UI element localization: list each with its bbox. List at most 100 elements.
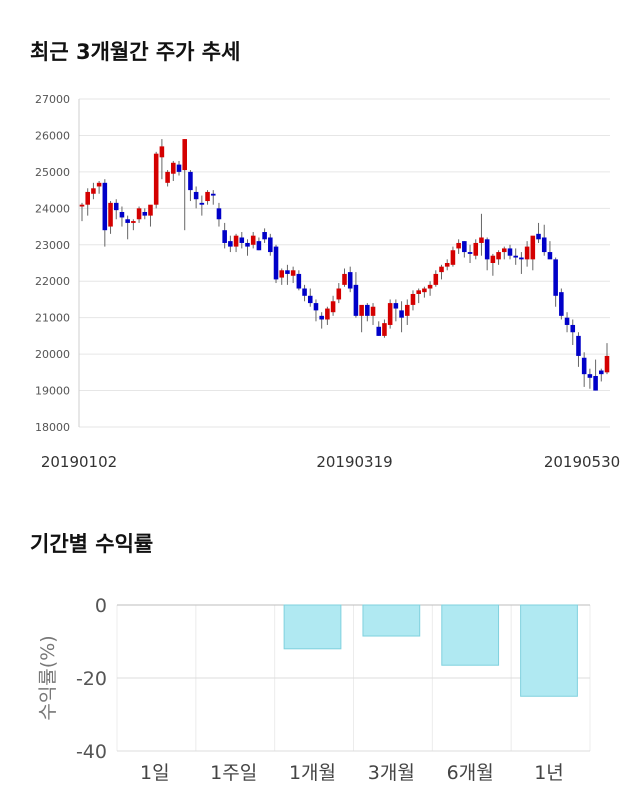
price-ytick-label: 20000 (35, 348, 70, 361)
candle-body (108, 202, 113, 227)
candle-body (410, 293, 416, 305)
candle-body (210, 193, 216, 196)
candle-body (467, 252, 473, 254)
candle-body (404, 304, 410, 316)
candle-body (148, 204, 153, 216)
candle-body (382, 323, 387, 336)
candle-body (370, 306, 376, 316)
returns-ytick-label: 0 (95, 595, 107, 617)
candle-body (479, 237, 484, 243)
candle-body (205, 191, 210, 202)
returns-category-label: 1개월 (289, 762, 336, 784)
candle-body (336, 288, 342, 300)
price-candlestick-chart: 27000 26000 25000 24000 23000 22000 21000 20000… (35, 93, 620, 471)
candle-body (536, 233, 541, 240)
price-ytick-label: 23000 (35, 239, 70, 252)
candle-body (302, 288, 307, 296)
candle-body (530, 235, 536, 260)
candle-body (171, 162, 176, 174)
candle-body (496, 252, 501, 260)
candle-body (325, 308, 330, 320)
candle-body (182, 139, 187, 171)
candle-body (239, 237, 245, 243)
candle-body (85, 191, 90, 205)
price-chart-title: 최근 3개월간 주가 추세 (30, 40, 241, 64)
candle-body (513, 255, 518, 258)
candle-body (79, 204, 85, 207)
price-ytick-label: 19000 (35, 385, 70, 398)
candle-body (490, 255, 496, 263)
candle-body (524, 246, 530, 260)
candle-body (245, 242, 250, 247)
returns-category-label: 1년 (534, 762, 564, 784)
candle-body (359, 304, 364, 316)
candle-body (570, 324, 576, 333)
candle-body (387, 303, 393, 325)
candle-body (176, 164, 182, 172)
candle-body (96, 182, 102, 187)
candle-body (262, 232, 267, 240)
candle-body (564, 317, 570, 325)
candle-body (153, 153, 159, 205)
candle-body (119, 211, 125, 218)
candle-body (307, 295, 313, 304)
candle-body (541, 237, 547, 253)
price-ytick-label: 24000 (35, 202, 70, 215)
returns-category-label: 1일 (140, 762, 170, 784)
candle-body (376, 326, 382, 336)
candle-body (433, 273, 439, 285)
candle-body (365, 304, 370, 316)
candle-body (576, 335, 581, 356)
returns-bar (283, 604, 342, 650)
candle-body (353, 284, 359, 316)
candle-body (136, 208, 142, 220)
candle-body (342, 273, 347, 285)
returns-category-label: 1주일 (210, 762, 257, 784)
candle-body (439, 266, 444, 273)
candle-body (256, 241, 262, 251)
returns-category-label: 3개월 (368, 762, 415, 784)
candle-body (313, 303, 319, 311)
returns-ytick-label: -20 (76, 668, 107, 690)
candle-body (290, 270, 296, 276)
candle-body (102, 182, 108, 231)
candle-body (547, 252, 553, 260)
candle-body (393, 303, 399, 309)
returns-bar (520, 604, 578, 697)
candle-body (279, 270, 285, 278)
candle-body (553, 259, 558, 296)
candle-body (507, 248, 513, 256)
candle-body (125, 219, 130, 223)
candle-body (456, 242, 461, 249)
price-ytick-label: 26000 (35, 129, 70, 142)
candle-body (462, 241, 467, 253)
candle-body (216, 208, 222, 220)
price-ytick-label: 22000 (35, 275, 70, 288)
returns-bar (362, 604, 421, 637)
candle-body (427, 284, 433, 289)
candle-body (193, 191, 199, 200)
returns-chart-title: 기간별 수익률 (30, 532, 154, 556)
candle-body (347, 272, 353, 289)
candle-body (113, 202, 119, 211)
candle-body (233, 235, 239, 247)
price-xtick-label: 20190102 (41, 453, 117, 471)
price-ytick-label: 27000 (35, 93, 70, 106)
candle-body (484, 239, 490, 260)
candle-body (559, 292, 564, 316)
candle-body (273, 246, 279, 280)
candle-body (159, 146, 165, 158)
returns-ytick-label: -40 (76, 741, 107, 763)
candle-body (296, 273, 302, 289)
price-ytick-label: 25000 (35, 166, 70, 179)
candle-body (222, 230, 227, 243)
candle-body (131, 221, 136, 223)
candle-body (473, 242, 479, 256)
candle-body (604, 355, 610, 373)
price-xtick-label: 20190530 (544, 453, 620, 471)
candle-body (330, 301, 336, 313)
price-xtick-label: 20190319 (316, 453, 392, 471)
returns-category-label: 6개월 (447, 762, 494, 784)
candle-body (228, 241, 233, 247)
